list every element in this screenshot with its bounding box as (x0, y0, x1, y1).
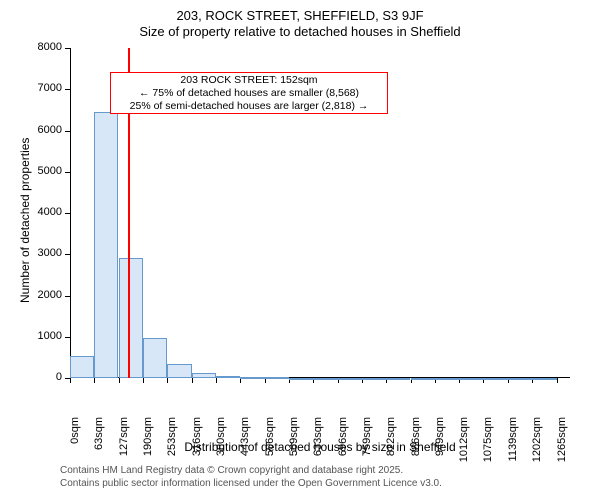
xtick-mark (70, 378, 71, 383)
xtick-mark (143, 378, 144, 383)
ytick-label: 2000 (0, 289, 62, 301)
annotation-line3: 25% of semi-detached houses are larger (… (113, 100, 385, 113)
annotation-box: 203 ROCK STREET: 152sqm← 75% of detached… (110, 72, 388, 114)
ytick-mark (65, 254, 70, 255)
xtick-label: 0sqm (69, 417, 81, 472)
ytick-label: 7000 (0, 82, 62, 94)
xtick-label: 506sqm (264, 417, 276, 472)
xtick-label: 443sqm (239, 417, 251, 472)
histogram-bar (143, 338, 167, 378)
histogram-bar (338, 378, 362, 380)
histogram-bar (216, 376, 240, 378)
histogram-bar (411, 378, 435, 380)
footer-line2: Contains public sector information licen… (60, 478, 442, 489)
xtick-label: 696sqm (337, 417, 349, 472)
xtick-mark (167, 378, 168, 383)
xtick-mark (119, 378, 120, 383)
xtick-label: 63sqm (93, 417, 105, 472)
ytick-label: 6000 (0, 124, 62, 136)
chart-container: 203, ROCK STREET, SHEFFIELD, S3 9JF Size… (0, 0, 600, 500)
xtick-label: 316sqm (191, 417, 203, 472)
histogram-bar (119, 258, 143, 378)
xtick-label: 1139sqm (507, 417, 519, 472)
xtick-mark (557, 378, 558, 383)
xtick-label: 822sqm (385, 417, 397, 472)
histogram-bar (532, 378, 556, 380)
histogram-bar (289, 378, 313, 380)
xtick-label: 1075sqm (482, 417, 494, 472)
xtick-mark (240, 378, 241, 383)
histogram-bar (70, 356, 94, 378)
ytick-label: 3000 (0, 247, 62, 259)
histogram-bar (483, 378, 507, 380)
xtick-label: 949sqm (434, 417, 446, 472)
xtick-label: 1202sqm (531, 417, 543, 472)
histogram-bar (240, 377, 264, 379)
ytick-mark (65, 48, 70, 49)
histogram-bar (94, 112, 118, 378)
xtick-label: 633sqm (312, 417, 324, 472)
xtick-mark (216, 378, 217, 383)
histogram-bar (167, 364, 191, 378)
histogram-bar (508, 378, 532, 380)
histogram-bar (362, 378, 386, 380)
xtick-label: 1265sqm (556, 417, 568, 472)
ytick-mark (65, 337, 70, 338)
ytick-label: 8000 (0, 41, 62, 53)
histogram-bar (435, 378, 459, 380)
chart-title-line2: Size of property relative to detached ho… (0, 24, 600, 39)
ytick-label: 4000 (0, 206, 62, 218)
annotation-line1: 203 ROCK STREET: 152sqm (113, 74, 385, 87)
y-axis-label: Number of detached properties (18, 138, 32, 303)
ytick-mark (65, 89, 70, 90)
xtick-mark (192, 378, 193, 383)
histogram-bar (386, 378, 410, 380)
xtick-label: 886sqm (410, 417, 422, 472)
histogram-bar (192, 373, 216, 378)
ytick-mark (65, 172, 70, 173)
ytick-label: 0 (0, 371, 62, 383)
histogram-bar (313, 378, 337, 380)
ytick-mark (65, 213, 70, 214)
xtick-label: 1012sqm (458, 417, 470, 472)
histogram-bar (459, 378, 483, 380)
xtick-label: 380sqm (215, 417, 227, 472)
ytick-label: 1000 (0, 330, 62, 342)
xtick-label: 759sqm (361, 417, 373, 472)
ytick-mark (65, 131, 70, 132)
ytick-mark (65, 296, 70, 297)
annotation-line2: ← 75% of detached houses are smaller (8,… (113, 87, 385, 100)
xtick-label: 569sqm (288, 417, 300, 472)
xtick-label: 190sqm (142, 417, 154, 472)
ytick-label: 5000 (0, 165, 62, 177)
histogram-bar (265, 377, 289, 379)
footer-line1: Contains HM Land Registry data © Crown c… (60, 465, 403, 476)
xtick-label: 127sqm (118, 417, 130, 472)
xtick-label: 253sqm (166, 417, 178, 472)
chart-title-line1: 203, ROCK STREET, SHEFFIELD, S3 9JF (0, 8, 600, 23)
xtick-mark (94, 378, 95, 383)
